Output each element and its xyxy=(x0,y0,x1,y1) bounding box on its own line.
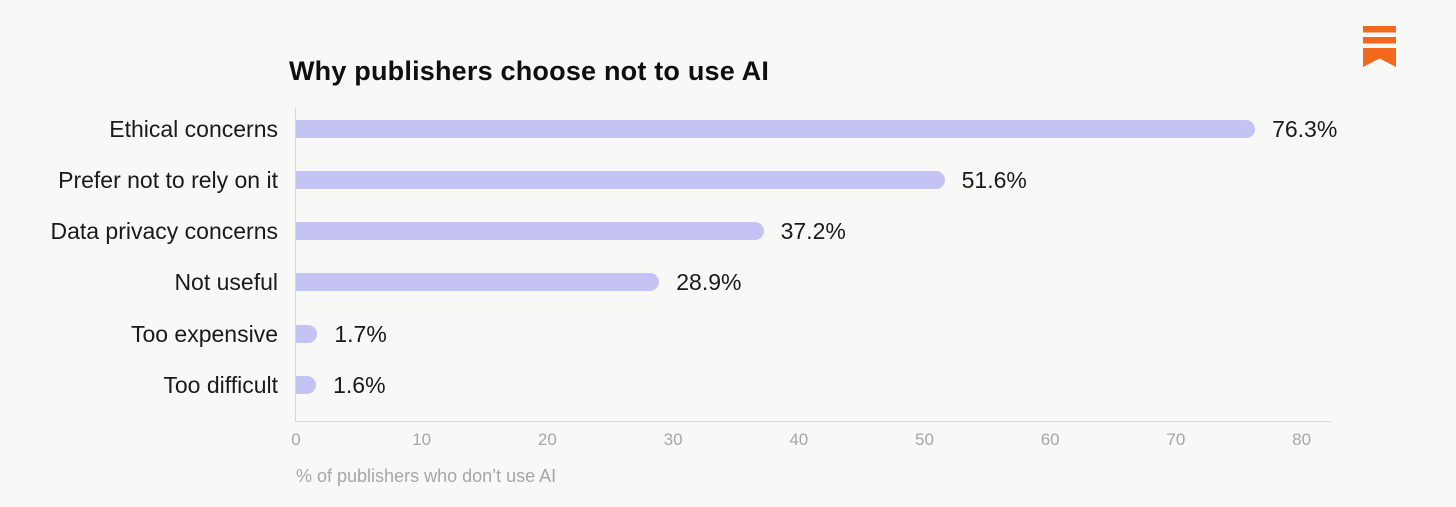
x-tick-label: 30 xyxy=(663,430,683,449)
value-label: 76.3% xyxy=(1272,115,1338,142)
x-axis-label: % of publishers who don’t use AI xyxy=(296,466,557,486)
value-label: 28.9% xyxy=(676,269,742,296)
x-tick-label: 80 xyxy=(1292,430,1312,449)
value-label: 37.2% xyxy=(780,218,846,245)
press-gazette-bookmark-logo-icon xyxy=(1363,26,1396,67)
category-label: Not useful xyxy=(174,269,278,296)
bar xyxy=(296,376,317,394)
value-label: 51.6% xyxy=(961,166,1027,193)
x-tick-label: 70 xyxy=(1166,430,1186,449)
x-tick-label: 0 xyxy=(291,430,301,449)
bar xyxy=(296,222,764,241)
y-axis-line xyxy=(295,107,296,422)
value-label: 1.6% xyxy=(333,372,386,398)
bar xyxy=(296,324,318,343)
x-tick-label: 50 xyxy=(915,430,934,449)
bar xyxy=(296,273,660,292)
x-tick-label: 60 xyxy=(1040,430,1060,449)
x-tick-label: 40 xyxy=(789,430,809,449)
category-label: Prefer not to rely on it xyxy=(58,166,278,193)
value-label: 1.7% xyxy=(334,320,387,347)
category-label: Ethical concerns xyxy=(109,115,278,142)
category-label: Data privacy concerns xyxy=(50,218,278,245)
bar xyxy=(296,119,1256,138)
x-tick-label: 20 xyxy=(537,430,557,449)
x-axis-line xyxy=(295,421,1331,422)
bar xyxy=(296,170,945,189)
category-label: Too expensive xyxy=(130,320,278,347)
x-tick-label: 10 xyxy=(412,430,432,449)
chart-title: Why publishers choose not to use AI xyxy=(289,56,770,86)
category-label: Too difficult xyxy=(163,372,278,398)
